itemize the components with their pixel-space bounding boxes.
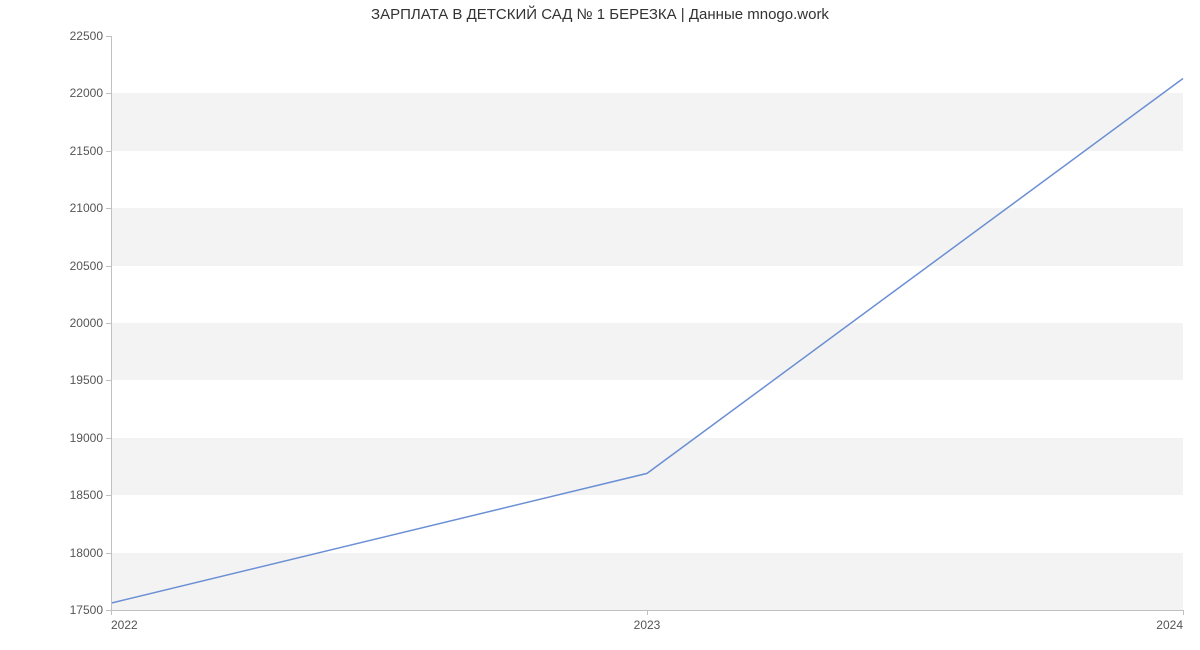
plot-area: 1750018000185001900019500200002050021000…: [111, 36, 1183, 610]
y-tick-label: 19000: [70, 431, 103, 445]
y-tick-label: 21000: [70, 201, 103, 215]
salary-line-chart: ЗАРПЛАТА В ДЕТСКИЙ САД № 1 БЕРЕЗКА | Дан…: [0, 0, 1200, 650]
line-layer: [111, 36, 1183, 610]
series-line-salary: [111, 78, 1183, 603]
y-tick-label: 20500: [70, 259, 103, 273]
x-axis-line: [111, 610, 1183, 611]
y-tick-label: 22000: [70, 86, 103, 100]
y-tick-label: 19500: [70, 373, 103, 387]
x-tick-label: 2024: [1156, 618, 1183, 632]
y-tick-label: 18500: [70, 488, 103, 502]
chart-title: ЗАРПЛАТА В ДЕТСКИЙ САД № 1 БЕРЕЗКА | Дан…: [0, 6, 1200, 23]
y-tick-label: 17500: [70, 603, 103, 617]
y-tick-label: 21500: [70, 144, 103, 158]
x-tick-label: 2022: [111, 618, 138, 632]
y-tick-label: 18000: [70, 546, 103, 560]
y-tick-label: 22500: [70, 29, 103, 43]
y-tick-label: 20000: [70, 316, 103, 330]
x-tick-label: 2023: [634, 618, 661, 632]
x-tick-mark: [1183, 610, 1184, 615]
y-axis-line: [111, 36, 112, 610]
